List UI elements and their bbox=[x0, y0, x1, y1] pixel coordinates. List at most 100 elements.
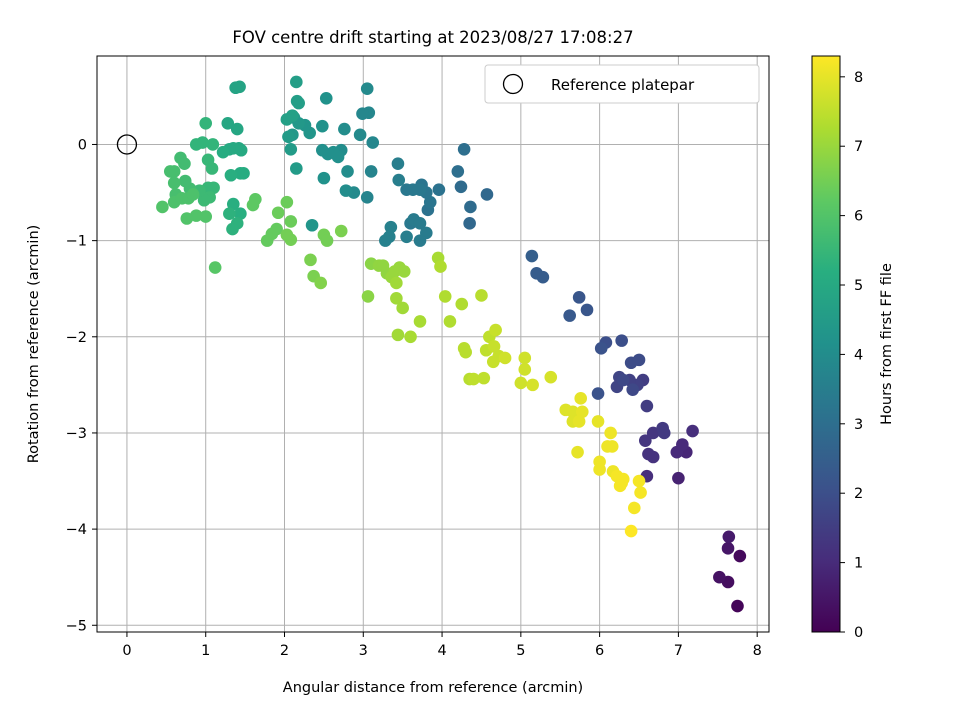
data-point bbox=[223, 207, 236, 221]
data-point bbox=[454, 180, 468, 194]
data-point bbox=[721, 542, 735, 555]
data-point bbox=[632, 474, 646, 488]
x-tick-label: 5 bbox=[516, 643, 525, 659]
data-point bbox=[632, 353, 646, 367]
data-point bbox=[489, 323, 502, 337]
data-point bbox=[640, 399, 654, 413]
x-tick-label: 7 bbox=[674, 643, 683, 659]
data-point bbox=[525, 249, 539, 263]
data-point bbox=[284, 142, 298, 156]
data-point bbox=[341, 165, 354, 178]
data-point bbox=[390, 276, 403, 290]
data-point bbox=[197, 193, 211, 207]
data-point bbox=[615, 334, 628, 347]
x-tick-label: 1 bbox=[201, 643, 210, 659]
data-point bbox=[280, 228, 294, 242]
data-point bbox=[163, 165, 177, 178]
data-point bbox=[226, 197, 240, 211]
data-point bbox=[477, 371, 491, 385]
data-point bbox=[475, 289, 488, 302]
data-point bbox=[280, 113, 294, 126]
y-axis-ticks: 0 −1 −2 −3 −4 −5 bbox=[66, 137, 97, 634]
data-point bbox=[392, 173, 406, 187]
data-point bbox=[391, 328, 405, 342]
data-point bbox=[423, 195, 437, 209]
data-point bbox=[292, 96, 305, 110]
colorbar-label: Hours from first FF file bbox=[879, 263, 895, 425]
data-point bbox=[574, 392, 588, 405]
legend-marker bbox=[502, 73, 524, 95]
data-point bbox=[290, 162, 303, 175]
data-point bbox=[624, 524, 638, 538]
data-point bbox=[178, 157, 191, 170]
data-point bbox=[384, 220, 398, 234]
data-point bbox=[713, 570, 726, 584]
data-point bbox=[467, 372, 480, 386]
data-point bbox=[199, 210, 213, 223]
data-point bbox=[657, 426, 671, 440]
x-tick-label: 6 bbox=[595, 643, 604, 659]
data-point bbox=[353, 128, 367, 142]
data-point bbox=[400, 230, 413, 244]
x-axis-label: Angular distance from reference (arcmin) bbox=[283, 680, 583, 696]
data-point bbox=[360, 191, 374, 204]
data-point bbox=[360, 82, 374, 95]
data-point bbox=[455, 297, 469, 311]
data-point bbox=[571, 445, 584, 459]
data-point bbox=[642, 447, 655, 461]
data-point bbox=[400, 183, 413, 196]
data-point bbox=[189, 138, 203, 151]
data-point bbox=[284, 215, 298, 228]
colorbar-tick-label: 0 bbox=[854, 625, 863, 641]
data-point bbox=[356, 107, 369, 120]
data-point bbox=[280, 195, 294, 209]
data-point bbox=[413, 315, 427, 328]
data-point bbox=[686, 424, 699, 438]
data-point bbox=[498, 351, 512, 365]
data-point bbox=[457, 142, 471, 156]
data-point bbox=[530, 267, 543, 280]
data-point bbox=[646, 426, 660, 440]
data-point bbox=[270, 222, 283, 236]
data-point bbox=[305, 218, 319, 232]
data-point bbox=[246, 198, 260, 212]
colorbar-tick-label: 7 bbox=[854, 139, 863, 155]
data-point bbox=[379, 234, 392, 247]
data-point bbox=[639, 434, 652, 447]
data-point bbox=[404, 330, 417, 344]
data-point bbox=[314, 276, 328, 290]
data-point bbox=[451, 165, 465, 178]
plot-frame bbox=[96, 55, 770, 633]
data-point bbox=[566, 405, 580, 419]
data-point bbox=[234, 207, 247, 221]
data-point bbox=[156, 200, 169, 214]
colorbar-tick-label: 3 bbox=[854, 417, 863, 433]
data-point bbox=[397, 265, 411, 278]
data-point bbox=[189, 209, 203, 222]
data-point bbox=[572, 291, 586, 304]
data-point bbox=[320, 234, 334, 247]
data-point bbox=[282, 130, 295, 144]
colorbar-gradient bbox=[811, 55, 841, 633]
colorbar: 0 1 2 3 4 5 6 7 8 Hours from first FF file bbox=[811, 55, 895, 641]
legend-box bbox=[484, 64, 760, 104]
data-point bbox=[544, 370, 558, 384]
data-point bbox=[199, 117, 213, 130]
data-point bbox=[230, 122, 244, 136]
data-point bbox=[514, 376, 528, 390]
colorbar-tick-label: 6 bbox=[854, 209, 863, 225]
reference-marker bbox=[116, 134, 138, 155]
data-point bbox=[316, 143, 329, 157]
colorbar-tick-label: 5 bbox=[854, 278, 863, 294]
y-tick-label: −1 bbox=[66, 234, 87, 250]
data-point bbox=[626, 383, 640, 396]
data-point bbox=[733, 549, 747, 563]
data-point bbox=[317, 171, 331, 185]
y-tick-label: −4 bbox=[66, 522, 87, 538]
data-point bbox=[616, 373, 630, 387]
data-point bbox=[526, 378, 539, 392]
data-point bbox=[224, 168, 238, 182]
data-point bbox=[518, 351, 532, 365]
data-point bbox=[591, 387, 605, 400]
data-point bbox=[580, 303, 594, 317]
